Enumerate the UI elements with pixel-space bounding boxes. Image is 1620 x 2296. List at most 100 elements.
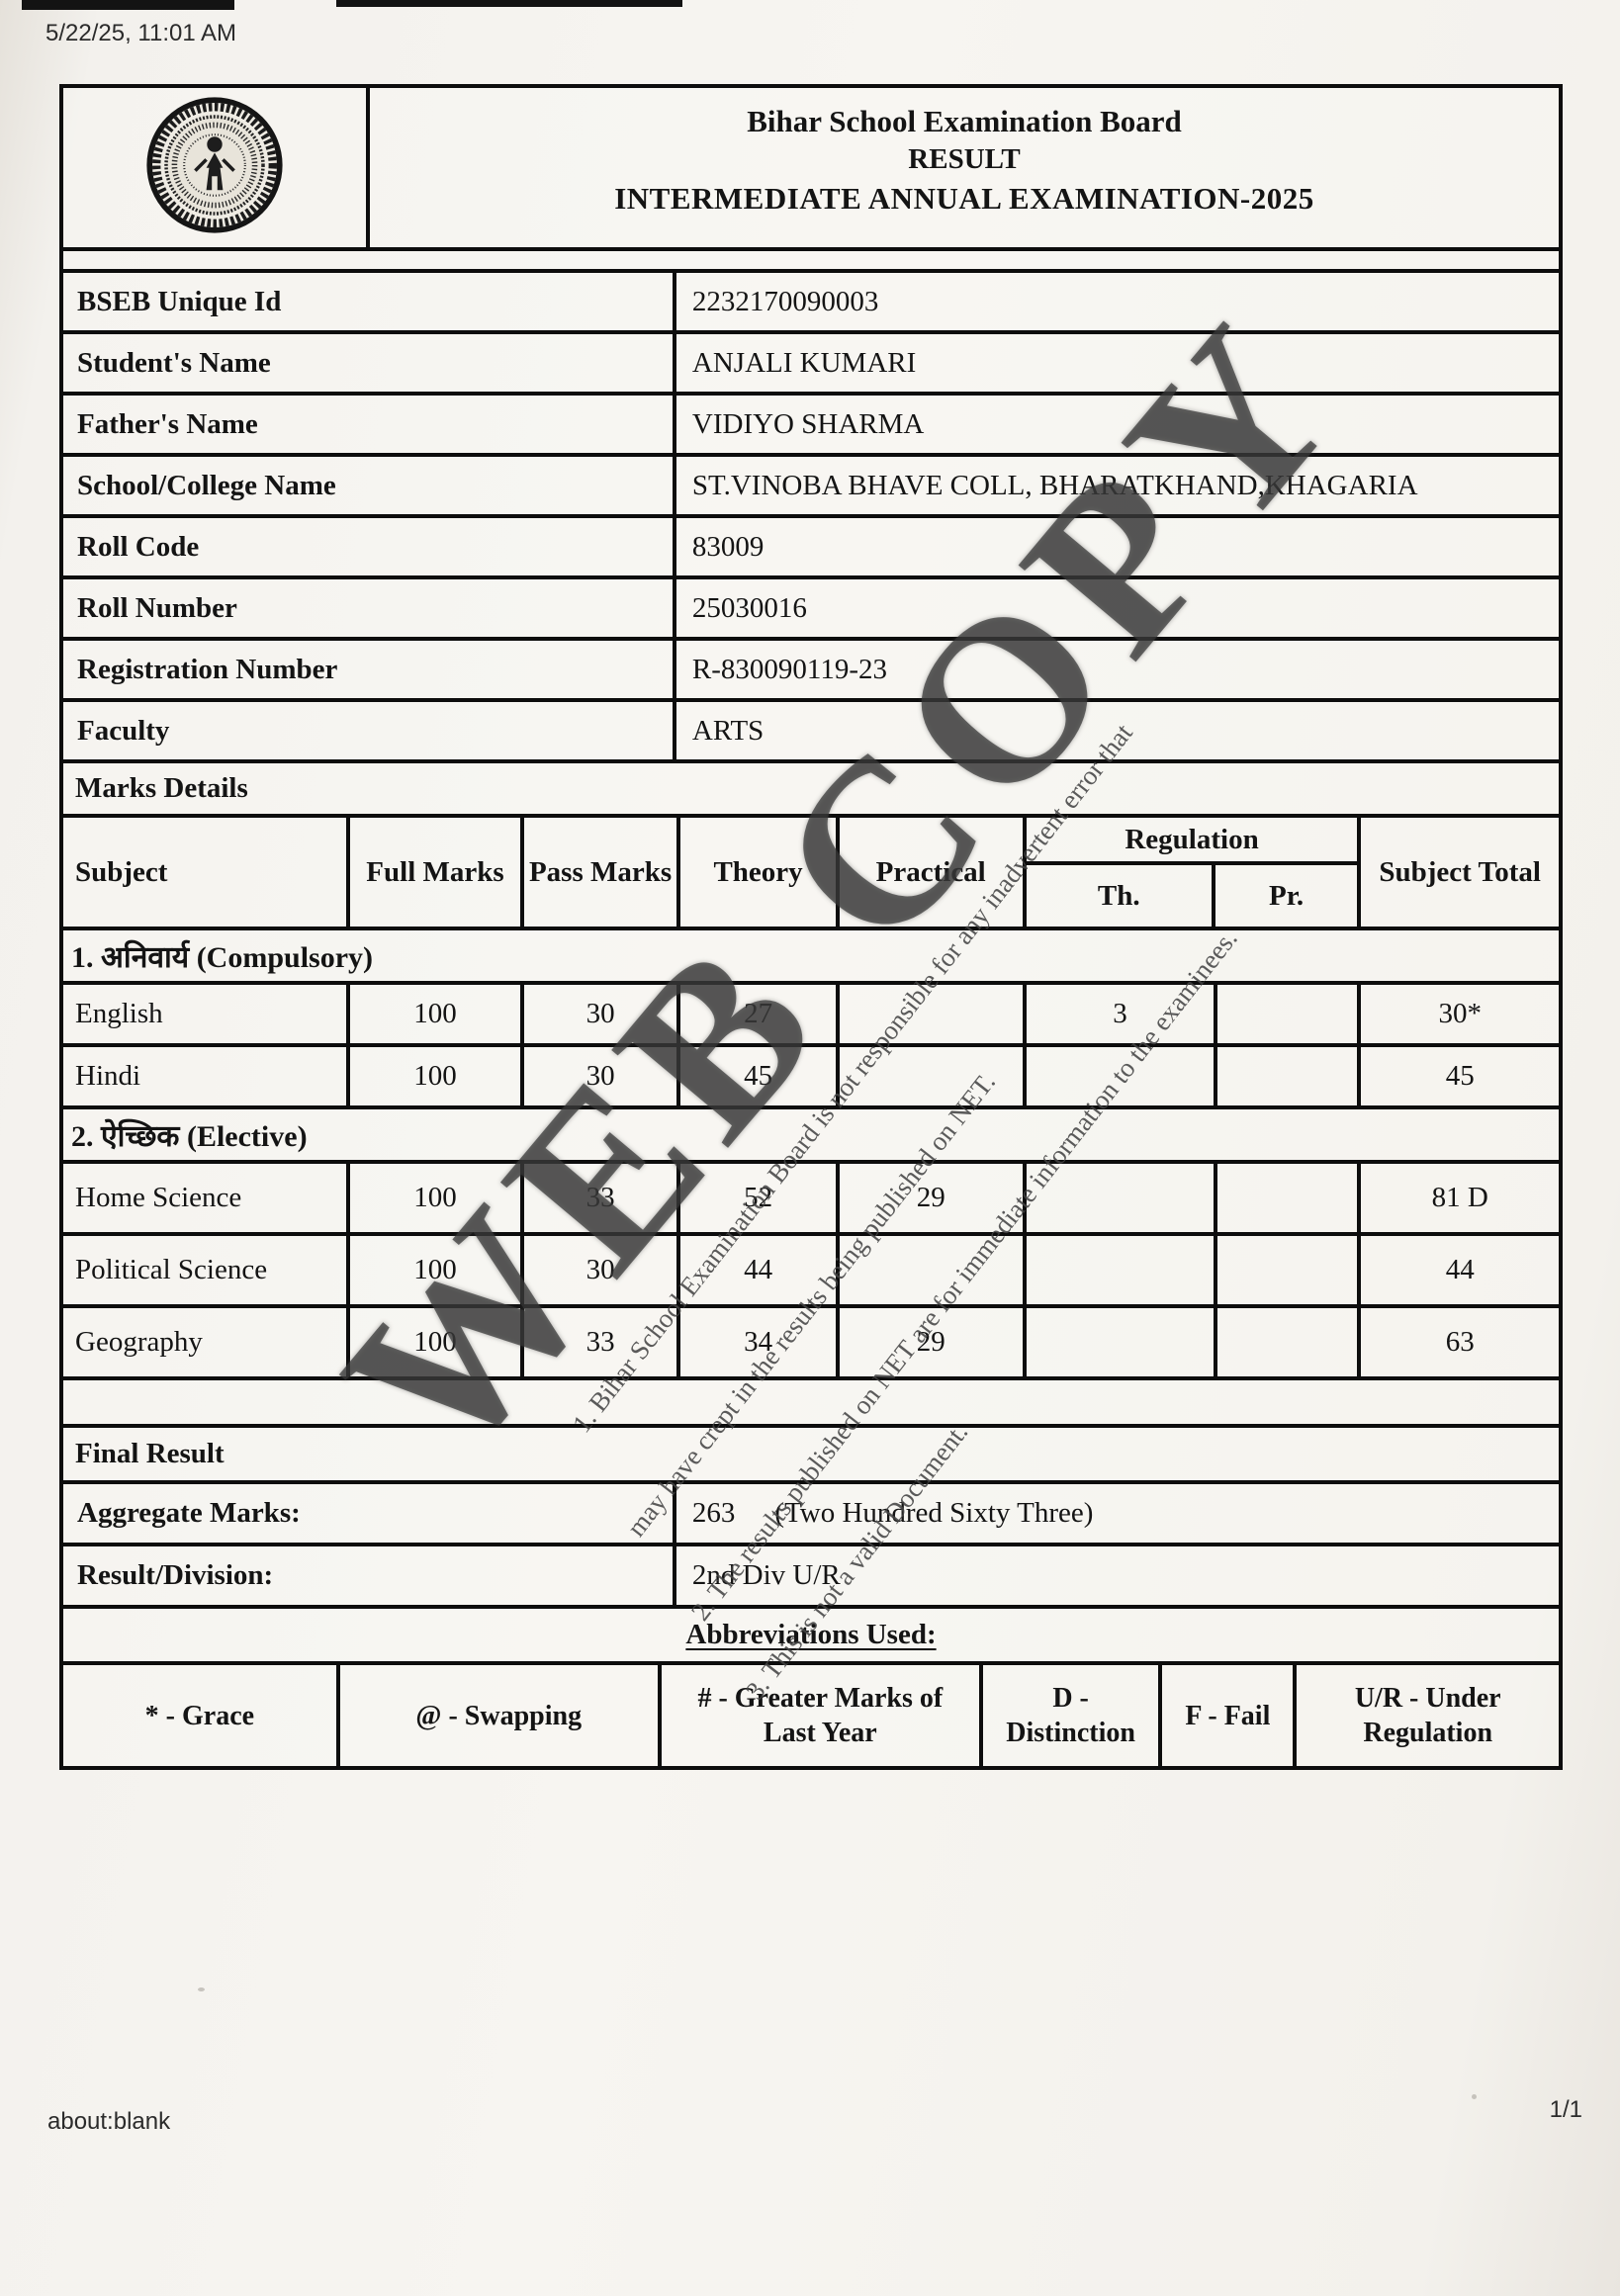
column-header-reg-pr: Pr. <box>1268 879 1305 912</box>
subject-total-cell: 63 <box>1445 1326 1475 1358</box>
abbrev-swapping: @ - Swapping <box>340 1665 662 1766</box>
detail-row: Faculty ARTS <box>63 702 1559 763</box>
marks-row-hindi: Hindi 100 30 45 45 <box>63 1047 1559 1109</box>
column-header-subject-total: Subject Total <box>1379 855 1541 888</box>
theory-cell: 45 <box>680 1047 840 1105</box>
marks-row-home-science: Home Science 100 33 52 29 81 D <box>63 1164 1559 1236</box>
subject-cell: Geography <box>63 1308 351 1376</box>
detail-value: 83009 <box>691 530 765 563</box>
reg-pr-cell <box>1217 1047 1362 1105</box>
abbrev-grace: * - Grace <box>63 1665 340 1766</box>
aggregate-marks-value: 263 (Two Hundred Sixty Three) <box>676 1484 1559 1543</box>
column-header-regulation: Regulation <box>1026 818 1358 865</box>
pass-marks-cell: 30 <box>524 1047 681 1105</box>
full-marks-cell: 100 <box>350 1047 524 1105</box>
result-division-label: Result/Division: <box>63 1546 676 1605</box>
pass-marks-cell: 33 <box>524 1308 681 1376</box>
detail-label: BSEB Unique Id <box>63 273 676 330</box>
marks-row-political-science: Political Science 100 30 44 44 <box>63 1236 1559 1308</box>
print-timestamp: 5/22/25, 11:01 AM <box>45 20 237 46</box>
detail-row: Roll Number 25030016 <box>63 579 1559 641</box>
abbrev-fail: F - Fail <box>1162 1665 1298 1766</box>
board-name: Bihar School Examination Board <box>747 104 1182 138</box>
detail-label: Registration Number <box>63 641 676 698</box>
abbrev-under-regulation: U/R - Under Regulation <box>1354 1683 1501 1748</box>
column-header-full-marks: Full Marks <box>350 818 524 927</box>
detail-value: ARTS <box>691 714 765 747</box>
detail-label: Student's Name <box>63 334 676 392</box>
reg-th-cell <box>1027 1236 1218 1304</box>
practical-cell <box>840 985 1027 1043</box>
section-compulsory: 1. अनिवार्य (Compulsory) <box>63 930 1559 985</box>
reg-pr-cell <box>1217 1164 1362 1232</box>
detail-label: Father's Name <box>63 396 676 453</box>
pass-marks-cell: 30 <box>524 1236 681 1304</box>
reg-pr-cell <box>1217 1308 1362 1376</box>
spacer <box>63 251 1559 273</box>
result-heading: RESULT <box>908 143 1021 176</box>
aggregate-marks-row: Aggregate Marks: 263 (Two Hundred Sixty … <box>63 1484 1559 1546</box>
result-document: Bihar School Examination Board RESULT IN… <box>59 84 1563 1770</box>
theory-cell: 44 <box>680 1236 840 1304</box>
abbrev-distinction: D - Distinction <box>983 1665 1163 1766</box>
aggregate-words: (Two Hundred Sixty Three) <box>774 1497 1094 1529</box>
detail-value: VIDIYO SHARMA <box>691 407 925 440</box>
theory-cell: 34 <box>680 1308 840 1376</box>
full-marks-cell: 100 <box>350 1308 524 1376</box>
document-header: Bihar School Examination Board RESULT IN… <box>63 88 1559 251</box>
aggregate-number: 263 <box>691 1497 736 1529</box>
practical-cell: 29 <box>840 1164 1027 1232</box>
print-url: about:blank <box>47 2108 171 2135</box>
subject-cell: Home Science <box>63 1164 351 1232</box>
detail-label: School/College Name <box>63 457 676 514</box>
abbrev-greater-marks: # - Greater Marks of Last Year <box>662 1665 983 1766</box>
practical-cell: 29 <box>840 1308 1027 1376</box>
scan-speck <box>1472 2094 1477 2099</box>
detail-value: 2232170090003 <box>691 285 879 317</box>
document-title-block: Bihar School Examination Board RESULT IN… <box>370 88 1559 247</box>
result-division-row: Result/Division: 2nd Div U/R <box>63 1546 1559 1609</box>
reg-pr-cell <box>1217 985 1362 1043</box>
subject-cell: Hindi <box>63 1047 351 1105</box>
scan-speck <box>198 1987 205 1991</box>
scan-artifact-bar <box>336 0 682 7</box>
detail-row: Student's Name ANJALI KUMARI <box>63 334 1559 396</box>
reg-th-cell <box>1027 1308 1218 1376</box>
abbreviations-title-band: Abbreviations Used: <box>63 1609 1559 1665</box>
column-header-subject: Subject <box>63 818 351 927</box>
reg-th-cell: 3 <box>1027 985 1218 1043</box>
bseb-seal-icon <box>145 96 284 239</box>
detail-value: R-830090119-23 <box>691 653 887 685</box>
marks-row-english: English 100 30 27 3 30* <box>63 985 1559 1047</box>
detail-value: ANJALI KUMARI <box>691 346 917 379</box>
scan-artifact-bar <box>22 0 234 10</box>
reg-th-cell <box>1027 1047 1218 1105</box>
marks-details-band: Marks Details <box>63 763 1559 818</box>
board-logo-cell <box>63 88 370 247</box>
pass-marks-cell: 30 <box>524 985 681 1043</box>
full-marks-cell: 100 <box>350 985 524 1043</box>
abbreviations-row: * - Grace @ - Swapping # - Greater Marks… <box>63 1665 1559 1766</box>
print-page-number: 1/1 <box>1549 2096 1582 2123</box>
detail-value: ST.VINOBA BHAVE COLL, BHARATKHAND,KHAGAR… <box>691 469 1418 501</box>
section-elective: 2. ऐच्छिक (Elective) <box>63 1109 1559 1164</box>
theory-cell: 52 <box>680 1164 840 1232</box>
pass-marks-cell: 33 <box>524 1164 681 1232</box>
practical-cell <box>840 1047 1027 1105</box>
column-header-regulation-group: Regulation Th. Pr. <box>1026 818 1362 927</box>
exam-name: INTERMEDIATE ANNUAL EXAMINATION-2025 <box>614 180 1314 216</box>
detail-row: BSEB Unique Id 2232170090003 <box>63 273 1559 334</box>
marks-table-header: Subject Full Marks Pass Marks Theory Pra… <box>63 818 1559 930</box>
detail-label: Roll Number <box>63 579 676 637</box>
detail-row: Father's Name VIDIYO SHARMA <box>63 396 1559 457</box>
full-marks-cell: 100 <box>350 1164 524 1232</box>
reg-pr-cell <box>1217 1236 1362 1304</box>
student-details-table: BSEB Unique Id 2232170090003 Student's N… <box>63 273 1559 763</box>
practical-cell <box>840 1236 1027 1304</box>
theory-cell: 27 <box>680 985 840 1043</box>
subject-total-cell: 45 <box>1445 1060 1475 1092</box>
detail-value: 25030016 <box>691 591 807 624</box>
column-header-pass-marks: Pass Marks <box>524 818 681 927</box>
abbreviations-title: Abbreviations Used: <box>685 1619 937 1650</box>
spacer <box>63 1380 1559 1428</box>
